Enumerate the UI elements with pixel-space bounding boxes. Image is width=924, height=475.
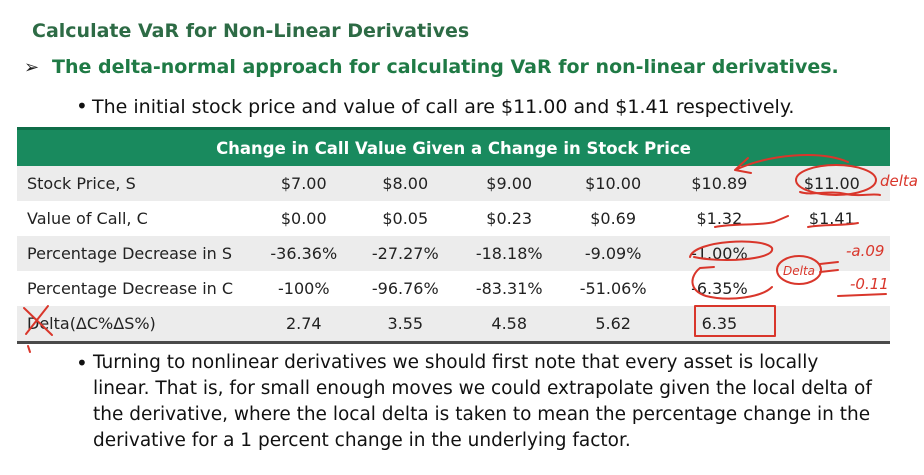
table-cell: 5.62: [561, 306, 666, 344]
table-cell: $1.41: [773, 201, 890, 236]
table-cell: -9.09%: [561, 236, 666, 271]
paragraph-bullet: • Turning to nonlinear derivatives we sh…: [76, 350, 876, 454]
table-cell: $9.00: [457, 166, 562, 201]
row-label: Value of Call, C: [17, 201, 255, 236]
table-cell: $0.05: [353, 201, 458, 236]
table-cell: $10.89: [665, 166, 774, 201]
table-cell: $1.32: [665, 201, 774, 236]
table-cell: [773, 306, 890, 344]
bullet-initial-values: • The initial stock price and value of ca…: [76, 94, 794, 118]
table-cell: $10.00: [561, 166, 666, 201]
table-cell: -18.18%: [457, 236, 562, 271]
table-row: Percentage Decrease in C -100% -96.76% -…: [17, 271, 890, 306]
bullet-delta-normal: ➢ The delta-normal approach for calculati…: [24, 56, 839, 78]
table-cell: 6.35: [665, 306, 774, 344]
table-cell: [773, 236, 890, 271]
call-value-table: Change in Call Value Given a Change in S…: [17, 127, 890, 344]
table-cell: $11.00: [773, 166, 890, 201]
table-row: Percentage Decrease in S -36.36% -27.27%…: [17, 236, 890, 271]
table-header: Change in Call Value Given a Change in S…: [17, 127, 890, 166]
margin-mark: [27, 345, 31, 353]
table-cell: -27.27%: [353, 236, 458, 271]
table-cell: 4.58: [457, 306, 562, 344]
table-cell: -51.06%: [561, 271, 666, 306]
dot-bullet-icon: •: [76, 94, 88, 118]
paragraph-text: Turning to nonlinear derivatives we shou…: [93, 352, 872, 451]
table-row: Value of Call, C $0.00 $0.05 $0.23 $0.69…: [17, 201, 890, 236]
bullet-initial-values-text: The initial stock price and value of cal…: [92, 96, 795, 118]
row-label: Percentage Decrease in C: [17, 271, 255, 306]
bullet-delta-normal-text: The delta-normal approach for calculatin…: [52, 56, 839, 78]
table-cell: $8.00: [353, 166, 458, 201]
table-cell: -36.36%: [254, 236, 354, 271]
table-cell: $0.23: [457, 201, 562, 236]
table-cell: -100%: [254, 271, 354, 306]
table-cell: $7.00: [254, 166, 354, 201]
table-cell: 2.74: [254, 306, 354, 344]
table-cell: $0.69: [561, 201, 666, 236]
table-cell: -96.76%: [353, 271, 458, 306]
row-label: Percentage Decrease in S: [17, 236, 255, 271]
table-cell: 3.55: [353, 306, 458, 344]
table-row: Stock Price, S $7.00 $8.00 $9.00 $10.00 …: [17, 166, 890, 201]
slide-title: Calculate VaR for Non-Linear Derivatives: [32, 20, 470, 42]
table-row: Delta(ΔC%ΔS%) 2.74 3.55 4.58 5.62 6.35: [17, 306, 890, 344]
table-cell: $0.00: [254, 201, 354, 236]
table-cell: -6.35%: [665, 271, 774, 306]
row-label: Stock Price, S: [17, 166, 255, 201]
table-header-row: Change in Call Value Given a Change in S…: [17, 127, 890, 166]
table-cell: -1.00%: [665, 236, 774, 271]
table-cell: -83.31%: [457, 271, 562, 306]
table-cell: [773, 271, 890, 306]
row-label: Delta(ΔC%ΔS%): [17, 306, 255, 344]
dot-bullet-icon: •: [76, 351, 88, 375]
arrow-bullet-icon: ➢: [24, 57, 40, 78]
